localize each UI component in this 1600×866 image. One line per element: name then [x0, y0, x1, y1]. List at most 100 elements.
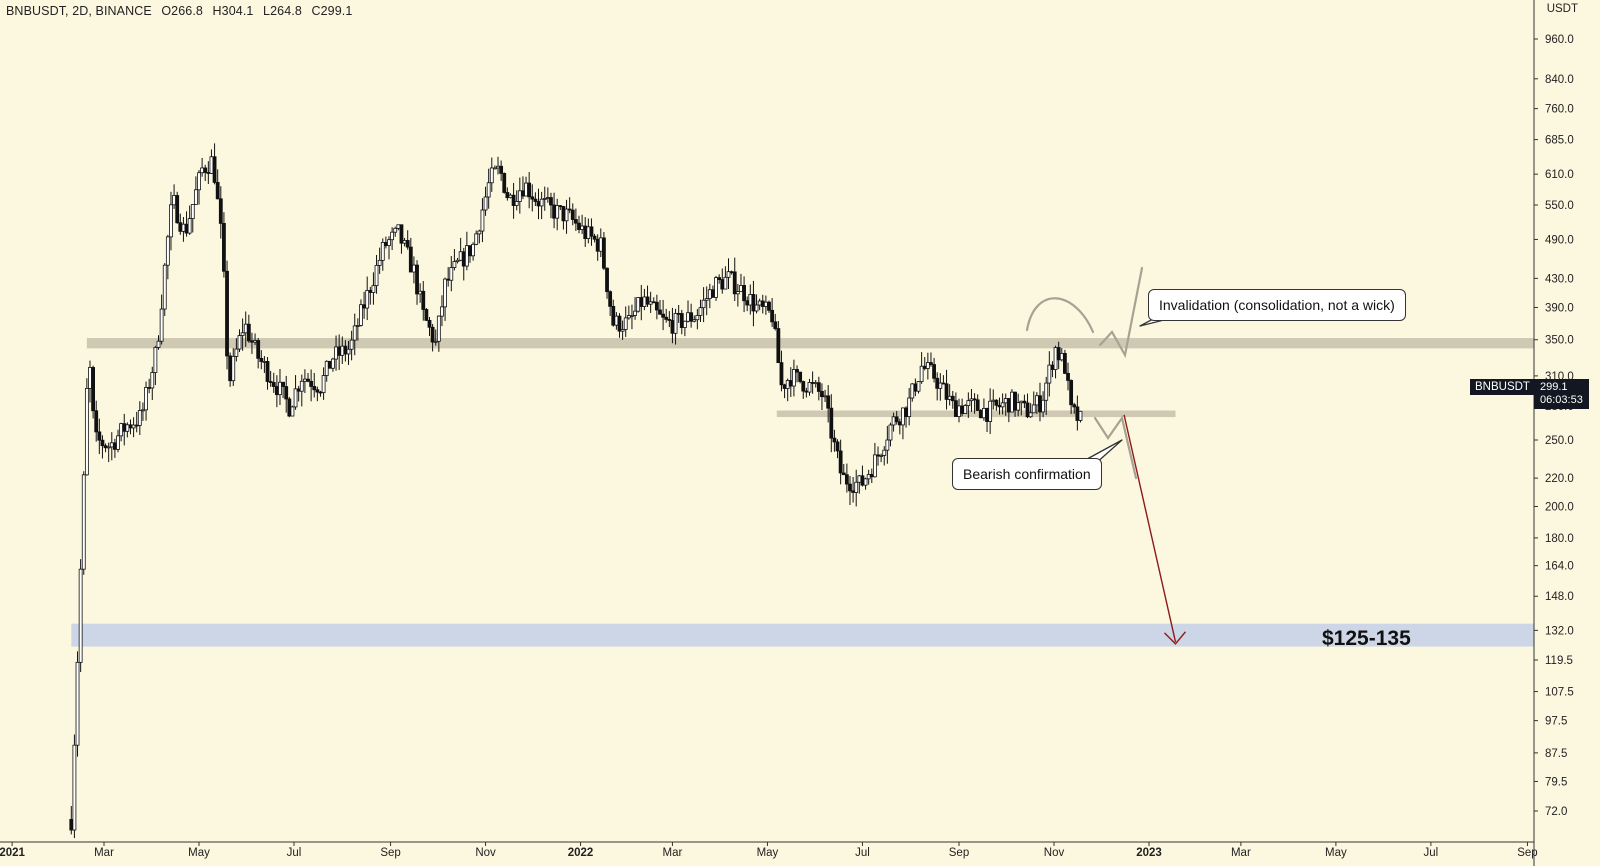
candle-body — [763, 301, 768, 307]
candle-body — [801, 381, 806, 392]
candle-body — [869, 474, 874, 478]
candle-body — [863, 478, 868, 486]
candle-body — [654, 301, 659, 311]
price-tick-label: 220.0 — [1545, 473, 1574, 485]
time-tick-label: 2023 — [1136, 847, 1162, 859]
candle-body — [72, 744, 77, 831]
price-tick-label: 250.0 — [1545, 435, 1574, 447]
candle-body — [371, 285, 376, 293]
candle-body — [109, 442, 114, 448]
price-unit-label: USDT — [1546, 3, 1578, 15]
candle-body — [757, 300, 762, 306]
candle-body — [648, 301, 653, 305]
candle-body — [331, 358, 335, 369]
candle-body — [393, 227, 398, 233]
candle-body — [1034, 395, 1039, 406]
candle-body — [975, 399, 980, 411]
candle-body — [1003, 398, 1008, 404]
candle-body — [608, 291, 613, 307]
candle-body — [844, 474, 849, 485]
candle-body — [402, 240, 407, 244]
candle-body — [1059, 352, 1064, 361]
candle-body — [390, 231, 395, 241]
candle-body — [218, 198, 223, 224]
candle-body — [246, 323, 251, 342]
candle-body — [128, 424, 133, 429]
candle-body — [237, 335, 242, 350]
candle-body — [823, 395, 827, 398]
current-price-badge: 299.1 06:03:53 — [1534, 379, 1589, 409]
candle-body — [611, 305, 616, 326]
candle-body — [346, 348, 351, 355]
candle-body — [1031, 404, 1036, 414]
candle-body — [539, 198, 544, 207]
price-tick-label: 610.0 — [1545, 169, 1574, 181]
candle-body — [324, 360, 329, 376]
time-tick-label: Nov — [1044, 847, 1065, 859]
price-tick-label: 148.0 — [1545, 591, 1574, 603]
candle-body — [969, 398, 974, 402]
candle-body — [639, 297, 644, 307]
candle-body — [851, 490, 855, 493]
candle-body — [997, 404, 1002, 408]
candle-body — [1075, 406, 1080, 421]
price-tick-label: 390.0 — [1545, 302, 1574, 314]
candle-body — [474, 233, 479, 245]
candle-body — [486, 182, 491, 198]
candle-body — [661, 313, 665, 318]
time-tick-label: Sep — [1517, 847, 1537, 859]
candle-body — [947, 395, 952, 400]
candle-body — [530, 196, 535, 200]
candle-body — [359, 304, 363, 326]
candle-body — [309, 380, 314, 387]
candle-body — [748, 294, 753, 306]
candle-body — [711, 289, 715, 298]
candle-body — [352, 325, 357, 341]
sketch-invalidation-path — [1098, 266, 1144, 359]
candle-body — [499, 165, 504, 174]
candle-body — [1063, 352, 1067, 374]
candle-body — [424, 309, 429, 321]
candle-body — [860, 475, 865, 486]
candle-body — [919, 365, 924, 382]
candle-body — [228, 355, 233, 382]
candle-body — [922, 365, 927, 369]
candle-body — [795, 369, 799, 373]
candle-body — [841, 472, 846, 476]
candle-body — [1056, 347, 1061, 361]
candle-body — [788, 380, 793, 387]
candle-body — [798, 371, 803, 382]
candle-body — [150, 372, 155, 389]
candle-body — [1053, 347, 1058, 370]
price-tick-label: 840.0 — [1545, 74, 1574, 86]
candle-body — [704, 298, 709, 301]
candle-body — [1025, 402, 1030, 418]
target-zone-label: $125-135 — [1322, 627, 1411, 650]
candle-body — [511, 194, 516, 206]
price-tick-label: 490.0 — [1545, 234, 1574, 246]
candle-body — [664, 316, 669, 320]
symbol-label[interactable]: BNBUSDT, 2D, BINANCE — [6, 4, 152, 18]
price-tick-label: 200.0 — [1545, 502, 1574, 514]
price-tick-label: 87.5 — [1545, 748, 1567, 760]
candle-body — [623, 317, 628, 330]
candle-body — [349, 339, 354, 350]
candle-countdown: 06:03:53 — [1540, 394, 1583, 406]
candle-body — [854, 481, 859, 493]
time-tick-label: Jul — [1424, 847, 1439, 859]
candle-body — [552, 204, 556, 219]
time-tick-label: May — [1325, 847, 1347, 859]
candle-body — [564, 208, 569, 222]
candle-body — [670, 320, 675, 334]
time-tick-label: 2022 — [568, 847, 594, 859]
candle-body — [742, 285, 746, 302]
candle-body — [957, 405, 961, 417]
candle-body — [197, 172, 201, 191]
candle-body — [820, 391, 824, 397]
candle-body — [658, 309, 662, 315]
candle-body — [1038, 395, 1042, 413]
candle-body — [396, 224, 401, 229]
candle-body — [119, 423, 124, 437]
chart-header: BNBUSDT, 2D, BINANCE O266.8 H304.1 L264.… — [6, 4, 358, 18]
